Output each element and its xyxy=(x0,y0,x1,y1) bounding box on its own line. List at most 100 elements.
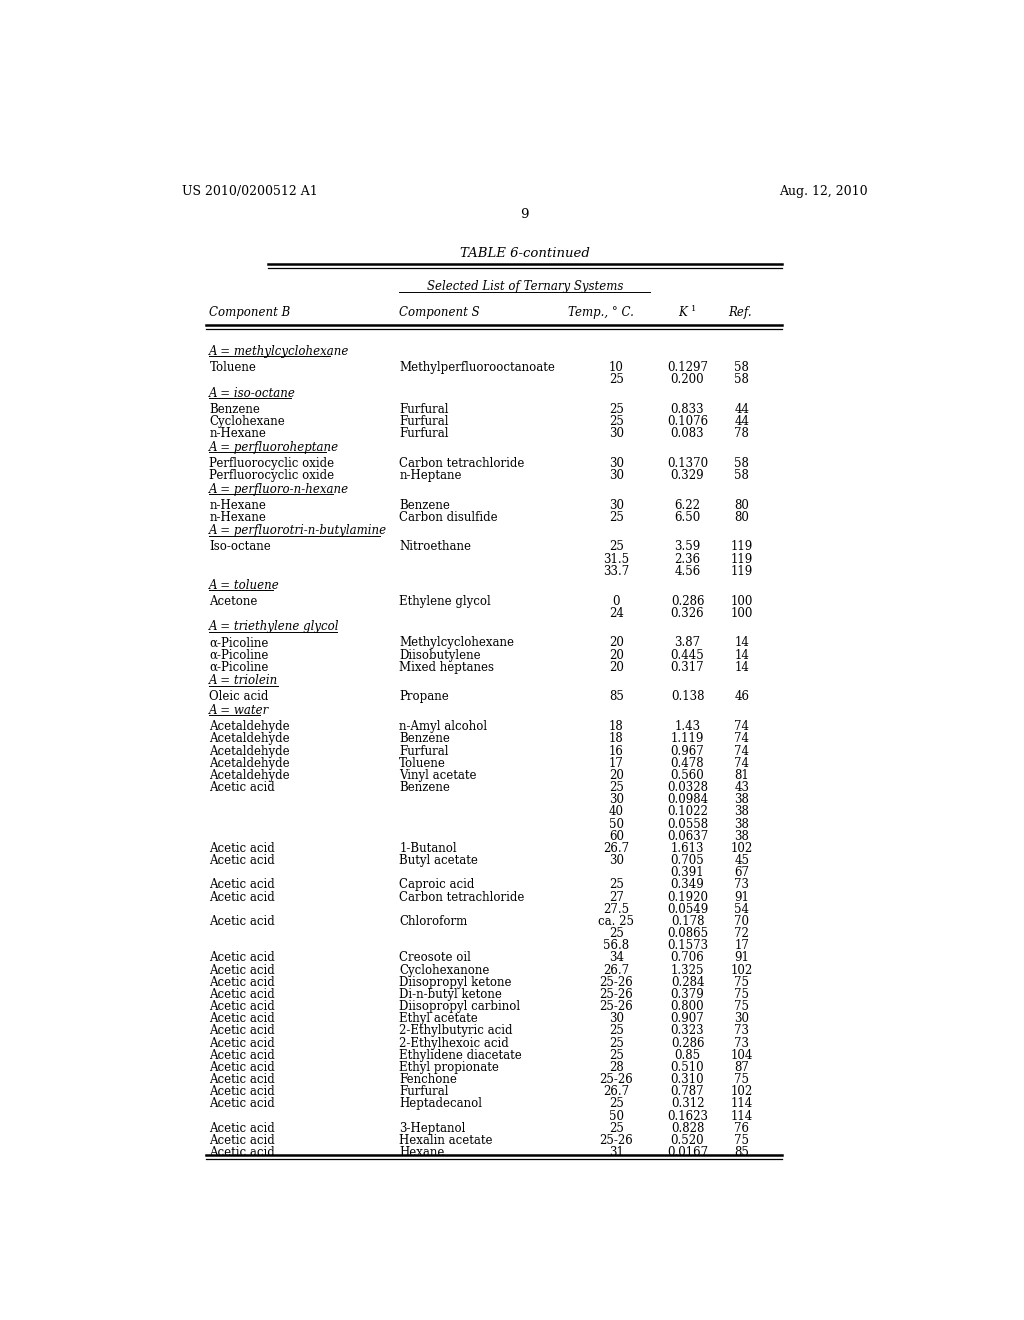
Text: 0.0328: 0.0328 xyxy=(667,781,708,795)
Text: A = perfluoro-n-hexane: A = perfluoro-n-hexane xyxy=(209,483,349,495)
Text: 119: 119 xyxy=(731,553,753,566)
Text: 0.329: 0.329 xyxy=(671,469,705,482)
Text: Acetaldehyde: Acetaldehyde xyxy=(209,744,290,758)
Text: Acetic acid: Acetic acid xyxy=(209,1061,275,1074)
Text: Acetone: Acetone xyxy=(209,594,258,607)
Text: Acetic acid: Acetic acid xyxy=(209,891,275,903)
Text: 25-26: 25-26 xyxy=(599,1073,633,1086)
Text: 26.7: 26.7 xyxy=(603,964,630,977)
Text: 0.178: 0.178 xyxy=(671,915,705,928)
Text: Propane: Propane xyxy=(399,690,449,704)
Text: 1.43: 1.43 xyxy=(675,721,700,733)
Text: 14: 14 xyxy=(734,648,750,661)
Text: 102: 102 xyxy=(731,1085,753,1098)
Text: Caproic acid: Caproic acid xyxy=(399,878,475,891)
Text: 18: 18 xyxy=(609,721,624,733)
Text: 20: 20 xyxy=(609,636,624,649)
Text: 25: 25 xyxy=(609,374,624,385)
Text: 1-Butanol: 1-Butanol xyxy=(399,842,457,855)
Text: Furfural: Furfural xyxy=(399,1085,449,1098)
Text: 0.85: 0.85 xyxy=(675,1048,700,1061)
Text: Methylcyclohexane: Methylcyclohexane xyxy=(399,636,514,649)
Text: 25-26: 25-26 xyxy=(599,1134,633,1147)
Text: 119: 119 xyxy=(731,540,753,553)
Text: 0.560: 0.560 xyxy=(671,768,705,781)
Text: 75: 75 xyxy=(734,1001,750,1012)
Text: 30: 30 xyxy=(608,499,624,512)
Text: 30: 30 xyxy=(608,1012,624,1026)
Text: 0.284: 0.284 xyxy=(671,975,705,989)
Text: 2-Ethylhexoic acid: 2-Ethylhexoic acid xyxy=(399,1036,509,1049)
Text: Furfural: Furfural xyxy=(399,403,449,416)
Text: Acetic acid: Acetic acid xyxy=(209,1073,275,1086)
Text: Heptadecanol: Heptadecanol xyxy=(399,1097,482,1110)
Text: 24: 24 xyxy=(609,607,624,619)
Text: Nitroethane: Nitroethane xyxy=(399,540,471,553)
Text: 0.828: 0.828 xyxy=(671,1122,705,1135)
Text: Temp., ° C.: Temp., ° C. xyxy=(568,306,634,319)
Text: 34: 34 xyxy=(608,952,624,965)
Text: 0.083: 0.083 xyxy=(671,426,705,440)
Text: 25: 25 xyxy=(609,878,624,891)
Text: Perfluorocyclic oxide: Perfluorocyclic oxide xyxy=(209,469,335,482)
Text: 25: 25 xyxy=(609,1048,624,1061)
Text: Perfluorocyclic oxide: Perfluorocyclic oxide xyxy=(209,457,335,470)
Text: Creosote oil: Creosote oil xyxy=(399,952,471,965)
Text: Diisobutylene: Diisobutylene xyxy=(399,648,481,661)
Text: 27.5: 27.5 xyxy=(603,903,630,916)
Text: 0.1076: 0.1076 xyxy=(667,414,709,428)
Text: 100: 100 xyxy=(730,594,753,607)
Text: n-Hexane: n-Hexane xyxy=(209,426,266,440)
Text: 44: 44 xyxy=(734,403,750,416)
Text: 16: 16 xyxy=(609,744,624,758)
Text: 102: 102 xyxy=(731,842,753,855)
Text: 46: 46 xyxy=(734,690,750,704)
Text: 0.800: 0.800 xyxy=(671,1001,705,1012)
Text: 28: 28 xyxy=(609,1061,624,1074)
Text: Acetic acid: Acetic acid xyxy=(209,1085,275,1098)
Text: 0.907: 0.907 xyxy=(671,1012,705,1026)
Text: Furfural: Furfural xyxy=(399,744,449,758)
Text: Selected List of Ternary Systems: Selected List of Ternary Systems xyxy=(427,280,623,293)
Text: 1.613: 1.613 xyxy=(671,842,705,855)
Text: 0.1623: 0.1623 xyxy=(667,1110,708,1122)
Text: n-Hexane: n-Hexane xyxy=(209,499,266,512)
Text: 25: 25 xyxy=(609,540,624,553)
Text: Acetic acid: Acetic acid xyxy=(209,1146,275,1159)
Text: A = water: A = water xyxy=(209,704,269,717)
Text: Acetic acid: Acetic acid xyxy=(209,1012,275,1026)
Text: 25: 25 xyxy=(609,414,624,428)
Text: 20: 20 xyxy=(609,648,624,661)
Text: 0.833: 0.833 xyxy=(671,403,705,416)
Text: 30: 30 xyxy=(608,457,624,470)
Text: 30: 30 xyxy=(608,854,624,867)
Text: 58: 58 xyxy=(734,457,750,470)
Text: 56.8: 56.8 xyxy=(603,940,630,952)
Text: US 2010/0200512 A1: US 2010/0200512 A1 xyxy=(182,185,318,198)
Text: 0.705: 0.705 xyxy=(671,854,705,867)
Text: Toluene: Toluene xyxy=(399,756,446,770)
Text: 74: 74 xyxy=(734,721,750,733)
Text: Iso-octane: Iso-octane xyxy=(209,540,271,553)
Text: Di-n-butyl ketone: Di-n-butyl ketone xyxy=(399,987,502,1001)
Text: 1: 1 xyxy=(691,305,696,313)
Text: Furfural: Furfural xyxy=(399,426,449,440)
Text: 0.510: 0.510 xyxy=(671,1061,705,1074)
Text: 73: 73 xyxy=(734,878,750,891)
Text: 72: 72 xyxy=(734,927,750,940)
Text: 0.200: 0.200 xyxy=(671,374,705,385)
Text: n-Heptane: n-Heptane xyxy=(399,469,462,482)
Text: 6.50: 6.50 xyxy=(675,511,700,524)
Text: 0.967: 0.967 xyxy=(671,744,705,758)
Text: 67: 67 xyxy=(734,866,750,879)
Text: Acetic acid: Acetic acid xyxy=(209,1001,275,1012)
Text: 20: 20 xyxy=(609,661,624,673)
Text: 1.325: 1.325 xyxy=(671,964,705,977)
Text: Hexalin acetate: Hexalin acetate xyxy=(399,1134,493,1147)
Text: Ethyl acetate: Ethyl acetate xyxy=(399,1012,478,1026)
Text: Acetic acid: Acetic acid xyxy=(209,952,275,965)
Text: 30: 30 xyxy=(734,1012,750,1026)
Text: 14: 14 xyxy=(734,661,750,673)
Text: 50: 50 xyxy=(608,1110,624,1122)
Text: 3-Heptanol: 3-Heptanol xyxy=(399,1122,466,1135)
